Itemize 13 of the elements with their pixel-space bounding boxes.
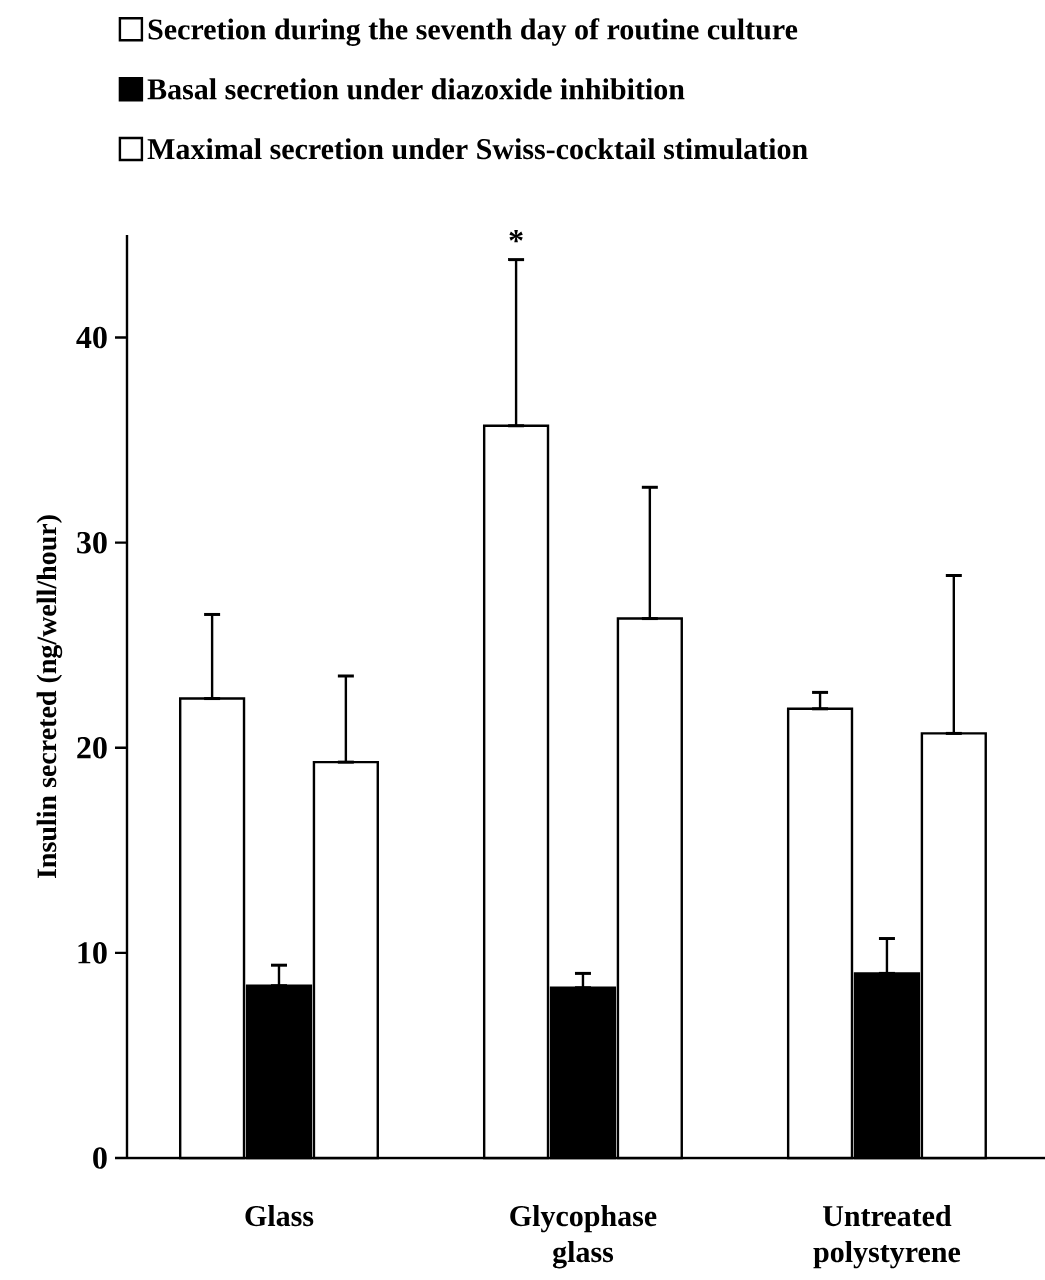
y-tick-label: 40 [76,326,107,349]
x-tick-label: Glass [245,1205,314,1227]
y-tick-label: 20 [77,737,107,759]
y-tick-label: 0 [93,1147,107,1169]
legend-label: Maximal secretion under Swiss-cocktail stimulation [147,138,808,160]
x-tick-label: Glycophase glass [510,1205,657,1269]
y-axis-title: Insulin secreted (ng/well/hour) [36,515,63,879]
y-tick-label: 10 [78,942,107,964]
x-tick-label: Untreated polystyrene [813,1205,961,1269]
annotation: * [509,230,523,243]
y-tick-label: 30 [77,531,107,554]
legend-label: Basal secretion under diazoxide inhibition [147,78,685,100]
legend-label: Secretion during the seventh day of routine culture [148,18,798,46]
